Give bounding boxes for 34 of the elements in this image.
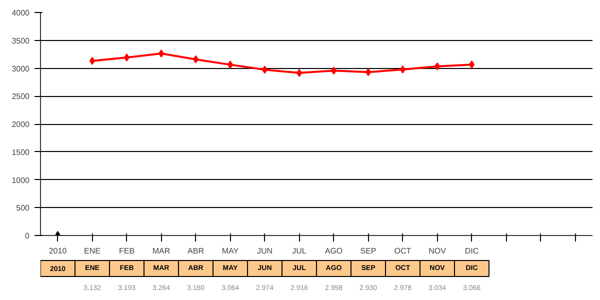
point [262, 66, 268, 74]
y-tick-label: 0 [25, 232, 30, 240]
x-tick-label: NOV [428, 246, 447, 256]
x-tick-label: OCT [394, 246, 412, 256]
point [124, 53, 130, 62]
point [296, 68, 302, 77]
x-tick-label: MAR [152, 246, 170, 256]
x-tick-label: JUL [292, 246, 307, 256]
x-tick-label: SEP [360, 246, 376, 256]
x-tick-label: 2010 [48, 246, 68, 256]
point [434, 62, 440, 70]
point [158, 50, 164, 58]
y-tick-label: 500 [16, 204, 30, 213]
point [468, 60, 475, 69]
point [400, 65, 406, 74]
y-tick-label: 2500 [12, 92, 30, 102]
x-tick-label: AGO [324, 246, 343, 256]
point [227, 60, 234, 69]
point [365, 68, 372, 76]
x-tick-label: ABR [188, 246, 204, 256]
point [89, 56, 96, 65]
point [330, 66, 337, 75]
y-tick-label: 1000 [12, 176, 30, 185]
y-tick-label: 3500 [12, 36, 30, 46]
x-tick-label: ENE [84, 246, 100, 256]
x-tick-label: JUN [256, 246, 273, 256]
point [192, 55, 199, 64]
y-tick-label: 1500 [12, 148, 30, 157]
y-tick-label: 4000 [12, 8, 30, 18]
x-tick-label: FEB [118, 246, 135, 256]
x-tick-label: DIC [464, 246, 479, 256]
x-tick-label: MAY [222, 246, 240, 256]
y-tick-label: 3000 [12, 64, 30, 74]
y-tick-label: 2000 [12, 120, 30, 129]
